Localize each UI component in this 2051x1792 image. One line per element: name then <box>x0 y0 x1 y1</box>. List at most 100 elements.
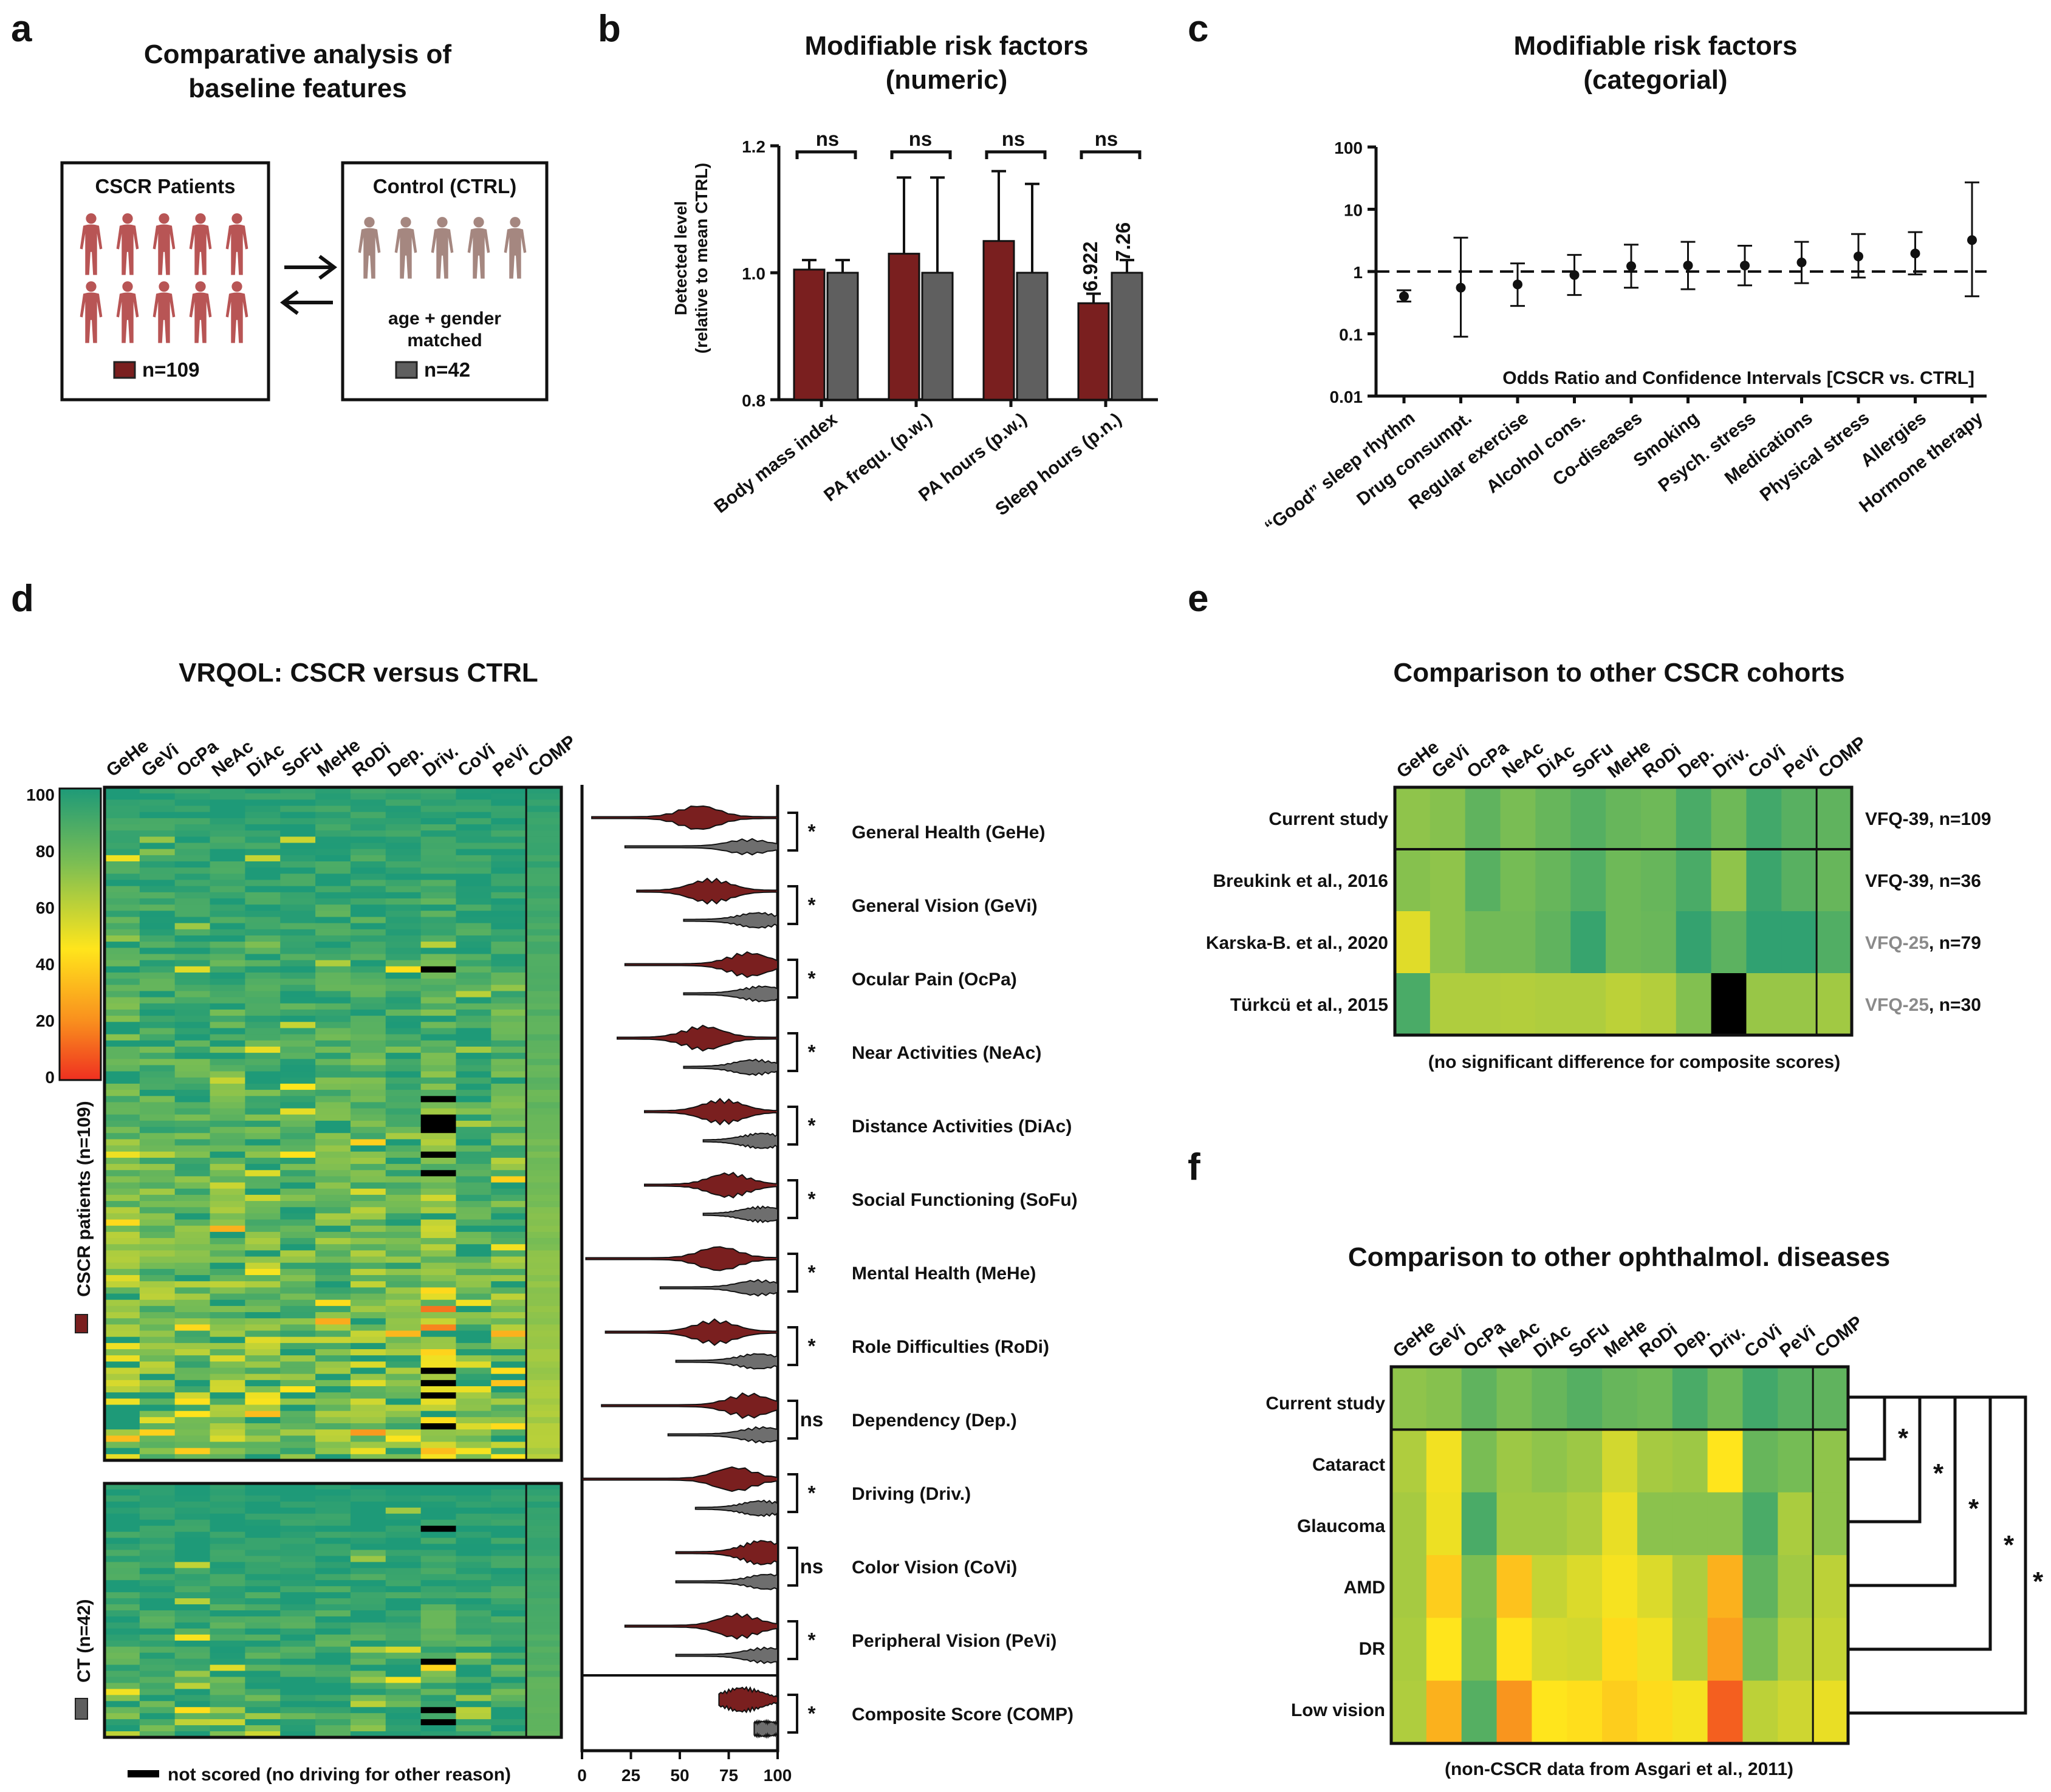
heatmap-cell <box>456 1355 491 1362</box>
panel-d-title: VRQOL: CSCR versus CTRL <box>179 658 538 688</box>
heatmap-cell <box>139 898 176 905</box>
heatmap-cell <box>385 874 422 881</box>
cscr-box-title: CSCR Patients <box>95 175 235 197</box>
heatmap-cell <box>456 1342 491 1350</box>
heatmap-d-column-label: CoVi <box>454 740 499 781</box>
heatmap-cell <box>491 1713 527 1720</box>
heatmap-cell <box>526 867 562 874</box>
heatmap-cell <box>1430 973 1466 1036</box>
heatmap-cell <box>280 1077 316 1084</box>
heatmap-cell <box>280 1108 316 1115</box>
heatmap-cell <box>210 805 245 813</box>
heatmap-cell <box>385 1513 422 1520</box>
heatmap-cell <box>139 836 176 844</box>
violin-xtick-label: 100 <box>764 1766 792 1785</box>
heatmap-cell <box>420 911 457 918</box>
heatmap-cell <box>350 886 386 893</box>
heatmap-cell <box>420 867 457 874</box>
heatmap-cell <box>245 867 281 874</box>
heatmap-cell <box>245 1083 281 1090</box>
heatmap-cell <box>526 1022 562 1029</box>
heatmap-cell <box>526 1580 562 1587</box>
heatmap-cell <box>315 1120 351 1127</box>
panel-letter-e: e <box>1188 578 1208 620</box>
heatmap-cell <box>526 805 562 813</box>
heatmap-cell <box>350 1071 386 1078</box>
heatmap-cell <box>245 1268 281 1276</box>
heatmap-cell <box>315 1604 351 1611</box>
heatmap-cell <box>385 898 422 905</box>
heatmap-cell <box>315 1610 351 1617</box>
heatmap-cell <box>210 1429 245 1436</box>
heatmap-cell <box>456 1164 491 1171</box>
heatmap-cell <box>385 935 422 942</box>
heatmap-cell <box>350 1213 386 1220</box>
heatmap-cell <box>315 1646 351 1653</box>
heatmap-cell <box>139 843 176 850</box>
heatmap-cell <box>385 1201 422 1208</box>
heatmap-cell <box>1570 911 1606 974</box>
heatmap-cell <box>104 1454 140 1461</box>
heatmap-cell <box>456 892 491 899</box>
violin-xtick-label: 50 <box>670 1766 689 1785</box>
heatmap-cell <box>139 1628 176 1635</box>
heatmap-cell <box>315 1671 351 1678</box>
heatmap-cell <box>456 1287 491 1294</box>
heatmap-cell <box>456 1707 491 1714</box>
heatmap-cell <box>210 1683 245 1689</box>
e-row-4: Türkcü et al., 2015 <box>1230 995 1388 1015</box>
heatmap-cell <box>456 1176 491 1183</box>
heatmap-cell <box>315 1513 351 1520</box>
heatmap-cell <box>280 1157 316 1164</box>
heatmap-f <box>1389 1365 1850 1745</box>
heatmap-cell <box>456 818 491 825</box>
heatmap-cell <box>174 948 211 955</box>
heatmap-cell <box>1602 1429 1638 1493</box>
heatmap-cell <box>420 787 457 794</box>
heatmap-column-label: PeVi <box>1776 1322 1819 1362</box>
heatmap-cell <box>315 1398 351 1406</box>
heatmap-cell <box>174 1090 211 1096</box>
heatmap-cell <box>526 1330 562 1338</box>
heatmap-cell <box>526 1435 562 1443</box>
heatmap-cell <box>1676 973 1712 1036</box>
heatmap-cell <box>210 886 245 893</box>
heatmap-cell <box>315 942 351 948</box>
heatmap-cell <box>526 1544 562 1551</box>
heatmap-cell <box>350 1145 386 1152</box>
heatmap-cell <box>315 1349 351 1356</box>
heatmap-cell <box>491 1483 527 1490</box>
heatmap-cell <box>350 1207 386 1214</box>
heatmap-cell <box>526 861 562 868</box>
heatmap-cell <box>526 1423 562 1430</box>
heatmap-cell <box>245 1417 281 1424</box>
heatmap-cell <box>526 1133 562 1140</box>
panel-b-xtick-label: Body mass index <box>711 409 841 517</box>
heatmap-cell <box>420 1157 457 1164</box>
heatmap-cell <box>385 1318 422 1325</box>
heatmap-cell <box>420 1318 457 1325</box>
heatmap-cell <box>526 1441 562 1449</box>
heatmap-cell <box>315 1417 351 1424</box>
heatmap-cell <box>385 1707 422 1714</box>
heatmap-cell <box>491 1417 527 1424</box>
heatmap-cell <box>420 1501 457 1508</box>
heatmap-cell <box>139 1139 176 1146</box>
heatmap-cell <box>420 1275 457 1282</box>
heatmap-cell <box>526 1312 562 1319</box>
heatmap-cell <box>1672 1492 1708 1556</box>
heatmap-cell <box>315 1689 351 1695</box>
heatmap-cell <box>350 880 386 887</box>
heatmap-cell <box>491 911 527 918</box>
violin-ctrl <box>694 1499 778 1517</box>
heatmap-cell <box>245 1293 281 1301</box>
heatmap-cell <box>526 1127 562 1134</box>
heatmap-cell <box>210 1658 245 1666</box>
heatmap-cell <box>420 1361 457 1369</box>
heatmap-cell <box>456 1683 491 1689</box>
heatmap-cell <box>350 1713 386 1720</box>
heatmap-cell <box>210 1495 245 1502</box>
heatmap-cell <box>420 1683 457 1689</box>
cscr-box <box>60 161 270 402</box>
